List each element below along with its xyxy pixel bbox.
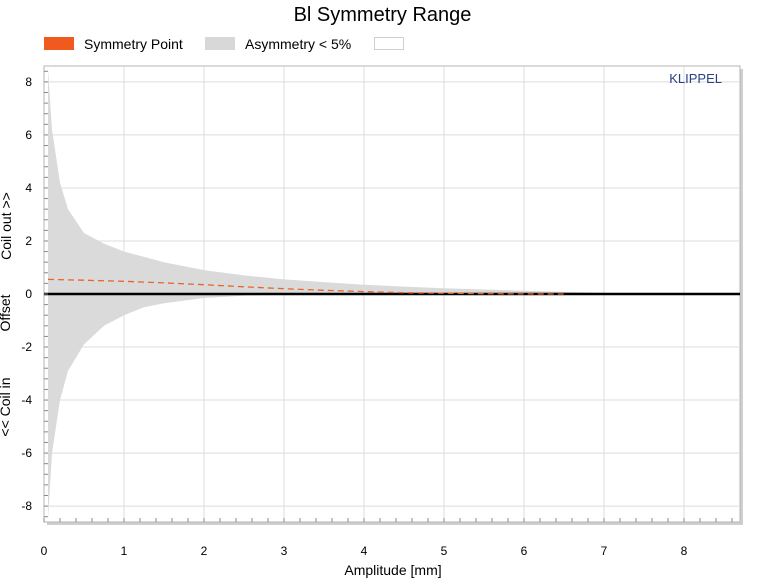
y-tick-label: 8 bbox=[25, 75, 32, 89]
y-tick-label: -6 bbox=[21, 446, 32, 460]
chart-title: Bl Symmetry Range bbox=[293, 4, 472, 26]
klippel-brand: KLIPPEL bbox=[669, 71, 722, 86]
y-tick-label: 4 bbox=[25, 181, 32, 195]
series-symmetry-point bbox=[47, 278, 565, 295]
x-tick-label: 0 bbox=[41, 544, 48, 558]
x-tick-label: 6 bbox=[521, 544, 528, 558]
x-tick-label: 8 bbox=[681, 544, 688, 558]
y-tick-label: -2 bbox=[21, 340, 32, 354]
x-tick-label: 3 bbox=[281, 544, 288, 558]
y-tick-label: 6 bbox=[25, 128, 32, 142]
legend-swatch-asymmetry bbox=[205, 37, 235, 50]
x-tick-label: 7 bbox=[601, 544, 608, 558]
y-tick-label: -8 bbox=[21, 499, 32, 513]
x-tick-label: 2 bbox=[201, 544, 208, 558]
x-tick-label: 4 bbox=[361, 544, 368, 558]
x-tick-label: 1 bbox=[121, 544, 128, 558]
legend-label-symmetry-point: Symmetry Point bbox=[84, 36, 183, 52]
y-tick-label: 0 bbox=[25, 287, 32, 301]
legend-swatch-symmetry-point bbox=[44, 37, 74, 50]
x-tick-label: 5 bbox=[441, 544, 448, 558]
y-tick-label: -4 bbox=[21, 393, 32, 407]
y-tick-label: 2 bbox=[25, 234, 32, 248]
x-axis-label: Amplitude [mm] bbox=[344, 562, 442, 578]
legend-label-asymmetry: Asymmetry < 5% bbox=[245, 36, 352, 52]
legend-swatch-blank bbox=[374, 37, 404, 50]
